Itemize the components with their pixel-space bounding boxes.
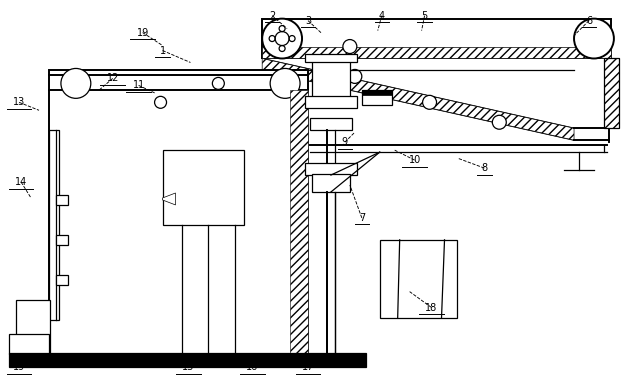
Circle shape <box>348 70 362 83</box>
Text: 4: 4 <box>379 11 385 21</box>
Bar <box>312 174 350 192</box>
Bar <box>362 90 392 105</box>
Circle shape <box>270 68 300 98</box>
Polygon shape <box>262 59 574 140</box>
Circle shape <box>262 19 302 59</box>
Text: 2: 2 <box>269 11 275 21</box>
Text: 7: 7 <box>359 213 365 223</box>
Circle shape <box>492 115 506 129</box>
Bar <box>162 150 244 225</box>
Bar <box>290 90 308 355</box>
Circle shape <box>422 95 437 109</box>
Text: 8: 8 <box>481 163 487 173</box>
Text: 13: 13 <box>13 97 25 107</box>
Bar <box>49 70 308 355</box>
Text: 3: 3 <box>305 16 311 25</box>
Circle shape <box>212 78 224 89</box>
Bar <box>56 235 68 245</box>
Text: 19: 19 <box>137 28 149 38</box>
Circle shape <box>343 40 357 54</box>
Text: 12: 12 <box>107 73 119 83</box>
Text: 5: 5 <box>421 11 427 21</box>
Text: 19: 19 <box>13 363 25 372</box>
Circle shape <box>155 97 167 108</box>
Circle shape <box>574 19 614 59</box>
Text: 16: 16 <box>246 363 258 372</box>
Text: 17: 17 <box>302 363 314 372</box>
Bar <box>305 97 357 108</box>
Bar <box>9 353 366 367</box>
Bar <box>9 334 49 355</box>
Text: 1: 1 <box>160 46 165 55</box>
Polygon shape <box>162 193 175 205</box>
Bar <box>604 59 619 128</box>
Text: 14: 14 <box>15 177 27 187</box>
Bar <box>262 46 611 59</box>
Bar <box>16 299 50 355</box>
Text: 15: 15 <box>182 363 195 372</box>
Bar <box>380 240 457 318</box>
Text: 18: 18 <box>426 302 437 313</box>
Bar <box>49 130 59 320</box>
Bar <box>56 275 68 285</box>
Text: 6: 6 <box>586 16 592 25</box>
Bar <box>305 163 357 175</box>
Bar <box>312 60 350 98</box>
Bar <box>310 118 352 130</box>
Text: 10: 10 <box>409 155 421 165</box>
Text: 9: 9 <box>342 137 348 147</box>
Bar <box>362 90 392 95</box>
Bar <box>262 19 611 59</box>
Circle shape <box>61 68 91 98</box>
Bar <box>305 54 357 62</box>
Text: 11: 11 <box>132 81 145 90</box>
Bar <box>604 59 619 128</box>
Bar <box>56 195 68 205</box>
